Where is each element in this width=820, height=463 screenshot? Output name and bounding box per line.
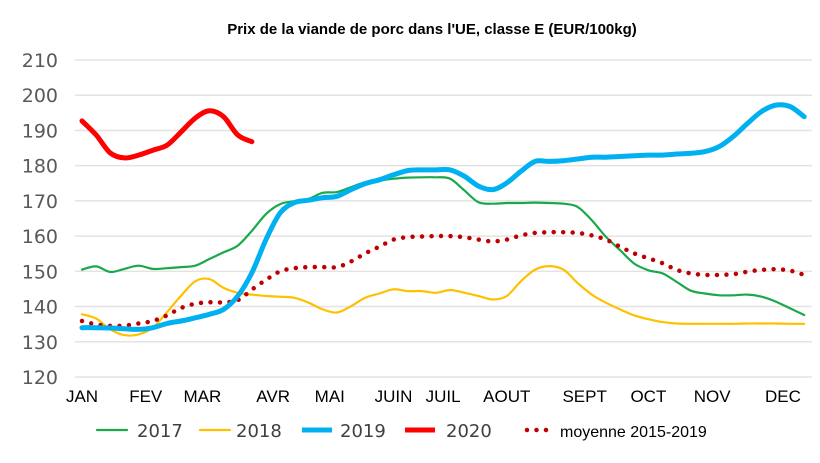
x-tick-label: JUIL [426, 387, 461, 406]
chart-title: Prix de la viande de porc dans l'UE, cla… [227, 21, 637, 38]
y-tick-label: 120 [22, 367, 58, 389]
legend-label: 2018 [236, 421, 282, 442]
series-lines [79, 102, 807, 337]
series-line-moyenne-2015-2019 [79, 229, 807, 329]
y-tick-label: 150 [22, 261, 58, 283]
y-tick-label: 180 [22, 156, 58, 178]
y-tick-label: 140 [22, 297, 58, 319]
y-axis-ticks: 120 130 140 150 160 170 180 190 200 210 [22, 50, 58, 389]
y-tick-label: 210 [22, 50, 58, 72]
gridlines [75, 59, 812, 378]
x-axis-ticks: JAN FEV MAR AVR MAI JUIN JUIL AOUT SEPT OCT NOV DEC [66, 387, 801, 406]
y-tick-label: 160 [22, 226, 58, 248]
y-tick-label: 190 [22, 120, 58, 142]
x-tick-label: DEC [765, 387, 801, 406]
x-tick-label: AVR [256, 387, 290, 406]
legend-label: 2017 [137, 421, 183, 442]
x-tick-label: SEPT [562, 387, 606, 406]
y-tick-label: 200 [22, 85, 58, 107]
y-tick-label: 130 [22, 332, 58, 354]
series-line-2018 [80, 265, 806, 337]
x-tick-label: JUIN [375, 387, 413, 406]
series-line-2020 [79, 108, 255, 161]
legend-label: moyenne 2015-2019 [560, 424, 707, 441]
y-tick-label: 170 [22, 191, 58, 213]
legend-label: 2019 [340, 421, 386, 442]
series-line-2017 [80, 176, 806, 317]
legend-label: 2020 [446, 421, 492, 442]
x-tick-label: FEV [129, 387, 163, 406]
x-tick-label: OCT [630, 387, 666, 406]
x-tick-label: JAN [66, 387, 98, 406]
legend: 2017 2018 2019 2020 moyenne 2015-2019 [95, 421, 707, 442]
x-tick-label: MAR [183, 387, 221, 406]
x-tick-label: NOV [694, 387, 732, 406]
x-tick-label: AOUT [483, 387, 530, 406]
x-tick-label: MAI [315, 387, 345, 406]
series-line-2019 [79, 102, 807, 332]
